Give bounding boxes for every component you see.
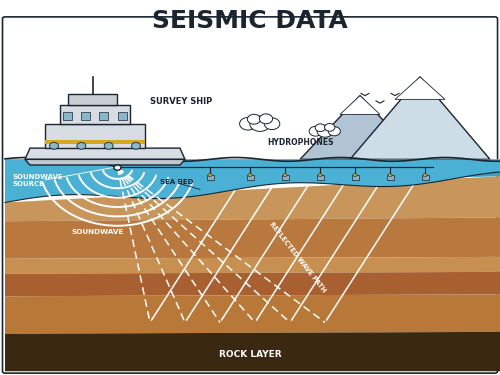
Polygon shape — [300, 96, 420, 159]
FancyBboxPatch shape — [2, 17, 498, 373]
Bar — [45, 124, 145, 148]
Polygon shape — [5, 169, 500, 188]
Text: ROCK LAYER: ROCK LAYER — [218, 350, 282, 359]
Circle shape — [388, 174, 392, 177]
Circle shape — [208, 174, 212, 177]
Polygon shape — [5, 159, 500, 188]
Circle shape — [324, 123, 335, 131]
Circle shape — [50, 142, 58, 149]
Bar — [81, 112, 90, 120]
Circle shape — [317, 125, 333, 137]
Text: SOUNDWAVE
SOURCE: SOUNDWAVE SOURCE — [12, 174, 63, 186]
Text: HYDROPHONES: HYDROPHONES — [267, 138, 333, 147]
Bar — [422, 175, 428, 180]
Bar — [99, 112, 108, 120]
Bar — [316, 175, 324, 180]
Polygon shape — [5, 176, 500, 221]
Polygon shape — [25, 148, 185, 159]
Circle shape — [264, 118, 280, 130]
Bar — [45, 140, 145, 144]
Circle shape — [315, 124, 326, 132]
Circle shape — [114, 165, 121, 170]
Bar — [352, 175, 358, 180]
Text: SURVEY SHIP: SURVEY SHIP — [150, 97, 212, 106]
Polygon shape — [5, 332, 500, 371]
Bar — [62, 112, 72, 120]
Bar — [282, 175, 288, 180]
Text: SEA BED: SEA BED — [160, 179, 194, 185]
Polygon shape — [395, 77, 445, 99]
Text: SOUNDWAVE: SOUNDWAVE — [72, 230, 124, 236]
Circle shape — [104, 142, 113, 149]
Bar — [5, 19, 495, 159]
Circle shape — [309, 126, 322, 136]
Polygon shape — [5, 257, 500, 274]
Text: SEISMIC DATA: SEISMIC DATA — [152, 9, 348, 33]
Polygon shape — [5, 294, 500, 334]
Circle shape — [248, 174, 252, 177]
Circle shape — [328, 127, 340, 136]
Circle shape — [423, 174, 427, 177]
Polygon shape — [25, 159, 185, 165]
Text: REFLECTED WAVE PATH: REFLECTED WAVE PATH — [268, 220, 327, 293]
Circle shape — [248, 114, 260, 124]
Polygon shape — [5, 272, 500, 296]
Circle shape — [250, 116, 270, 131]
Bar — [118, 112, 126, 120]
Circle shape — [77, 142, 86, 149]
Bar — [386, 175, 394, 180]
Polygon shape — [5, 217, 500, 259]
Circle shape — [240, 117, 256, 130]
Bar — [60, 105, 130, 124]
Polygon shape — [350, 77, 490, 159]
Circle shape — [353, 174, 357, 177]
Bar — [206, 175, 214, 180]
Polygon shape — [340, 96, 380, 114]
Bar — [246, 175, 254, 180]
Circle shape — [260, 114, 272, 124]
Circle shape — [318, 174, 322, 177]
Circle shape — [132, 142, 140, 149]
Bar — [68, 94, 117, 105]
Circle shape — [283, 174, 287, 177]
